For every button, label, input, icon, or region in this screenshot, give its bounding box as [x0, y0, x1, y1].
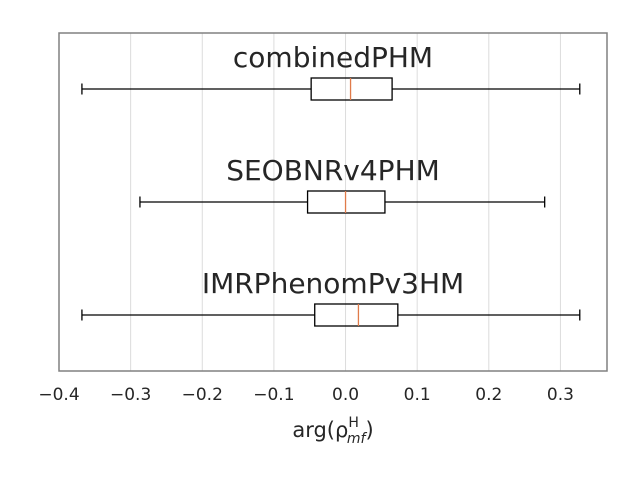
boxplot-combinedPHM: combinedPHM — [81, 41, 581, 101]
x-tick-label: 0.0 — [332, 385, 359, 405]
series-label: IMRPhenomPv3HM — [202, 267, 464, 300]
x-tick-label: 0.3 — [547, 385, 574, 405]
box-iqr — [314, 303, 399, 327]
x-tick-label: 0.2 — [475, 385, 502, 405]
x-tick-label: 0.1 — [404, 385, 431, 405]
x-axis-label-superscript: H — [348, 415, 359, 431]
x-axis-label-main: arg(ρ — [292, 418, 348, 442]
boxplot-IMRPhenomPv3HM: IMRPhenomPv3HM — [81, 267, 581, 327]
series-label: combinedPHM — [233, 41, 433, 74]
boxplots: combinedPHM SEOBNRv4PHM IMRPhenomPv3HM — [81, 41, 581, 327]
x-tick-label: −0.3 — [110, 385, 151, 405]
x-axis-ticks: −0.4 −0.3 −0.2 −0.1 0.0 0.1 0.2 0.3 — [38, 385, 574, 405]
boxplot-SEOBNRv4PHM: SEOBNRv4PHM — [139, 154, 546, 214]
box-iqr — [310, 77, 393, 101]
x-tick-label: −0.4 — [38, 385, 79, 405]
x-tick-label: −0.2 — [182, 385, 223, 405]
x-axis-label-close: ) — [365, 418, 373, 442]
x-axis-label: arg(ρH mf) — [292, 415, 373, 447]
series-label: SEOBNRv4PHM — [226, 154, 440, 187]
box-iqr — [306, 190, 386, 214]
x-tick-label: −0.1 — [253, 385, 294, 405]
x-axis-label-subscript: mf — [347, 431, 368, 447]
plot-frame — [58, 32, 608, 372]
